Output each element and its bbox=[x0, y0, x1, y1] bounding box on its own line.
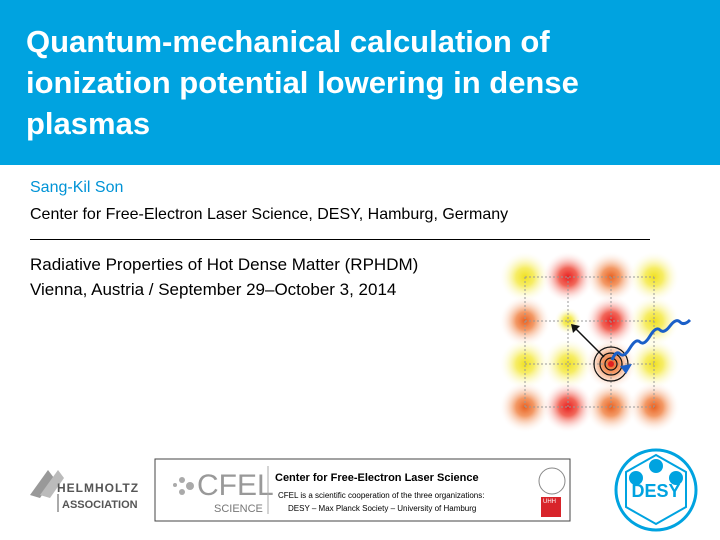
title-bar bbox=[0, 0, 720, 165]
title-line: Quantum-mechanical calculation of bbox=[26, 24, 550, 59]
cfel-box bbox=[154, 458, 571, 522]
cfel-logo: CFEL bbox=[197, 469, 274, 502]
cfel-dots bbox=[173, 477, 194, 495]
helmholtz-logo bbox=[30, 470, 64, 512]
title-line: ionization potential lowering in dense bbox=[26, 65, 579, 100]
title-line: plasmas bbox=[26, 106, 151, 141]
cfel-line: DESY – Max Planck Society – University o… bbox=[288, 504, 476, 513]
helmholtz-name: HELMHOLTZ bbox=[57, 481, 139, 495]
conference: Radiative Properties of Hot Dense Matter… bbox=[30, 255, 419, 274]
uhh-text: UHH bbox=[543, 499, 556, 505]
author: Sang-Kil Son bbox=[30, 179, 124, 196]
place-date: Vienna, Austria / September 29–October 3… bbox=[30, 280, 397, 299]
cfel-title: Center for Free-Electron Laser Science bbox=[275, 472, 479, 484]
lattice bbox=[499, 251, 692, 433]
cfel-line: CFEL is a scientific cooperation of the … bbox=[278, 491, 484, 500]
cfel-logo-sub: SCIENCE bbox=[214, 503, 263, 515]
mpg-logo bbox=[538, 467, 566, 495]
helmholtz-sub: ASSOCIATION bbox=[62, 499, 138, 511]
desy-text: DESY bbox=[631, 481, 680, 501]
desy-logo bbox=[614, 448, 698, 532]
separator bbox=[30, 239, 650, 240]
affiliation: Center for Free-Electron Laser Science, … bbox=[30, 206, 509, 223]
uhh-logo bbox=[541, 497, 561, 517]
